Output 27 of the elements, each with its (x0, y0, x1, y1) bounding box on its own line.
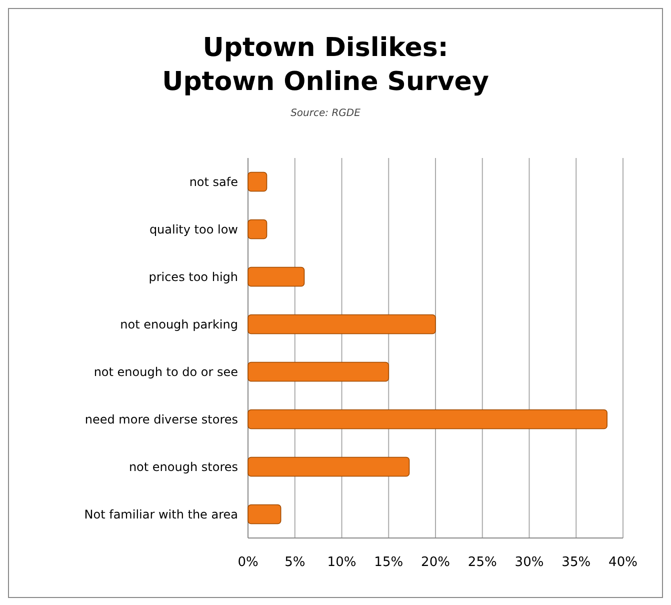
x-tick-label: 35% (562, 555, 591, 570)
x-tick-label: 15% (374, 555, 404, 570)
x-tick-label: 0% (238, 555, 258, 570)
bar (248, 314, 436, 334)
bar (248, 504, 282, 524)
x-tick-label: 30% (514, 555, 544, 570)
chart-title: Uptown Dislikes: Uptown Online Survey (162, 33, 489, 97)
y-tick-label: not enough to do or see (94, 364, 238, 379)
y-tick-label: need more diverse stores (84, 412, 238, 426)
bar (248, 409, 608, 430)
bar (248, 456, 410, 477)
x-tick-label: 20% (421, 555, 450, 570)
x-tick-label: 10% (327, 555, 356, 570)
y-tick-label: not enough parking (120, 317, 238, 332)
source-note: Source: RGDE (290, 108, 362, 119)
x-tick-label: 5% (284, 555, 306, 570)
y-tick-label: Not familiar with the area (84, 507, 238, 522)
y-tick-label: quality too low (149, 222, 238, 236)
bar (248, 266, 305, 287)
bar (248, 172, 268, 192)
bar (248, 219, 268, 240)
bar (248, 362, 390, 382)
y-tick-label: prices too high (148, 270, 238, 284)
x-tick-label: 40% (608, 555, 638, 570)
y-tick-label: not safe (189, 174, 238, 189)
x-tick-label: 25% (468, 555, 497, 570)
y-tick-label: not enough stores (128, 460, 238, 474)
